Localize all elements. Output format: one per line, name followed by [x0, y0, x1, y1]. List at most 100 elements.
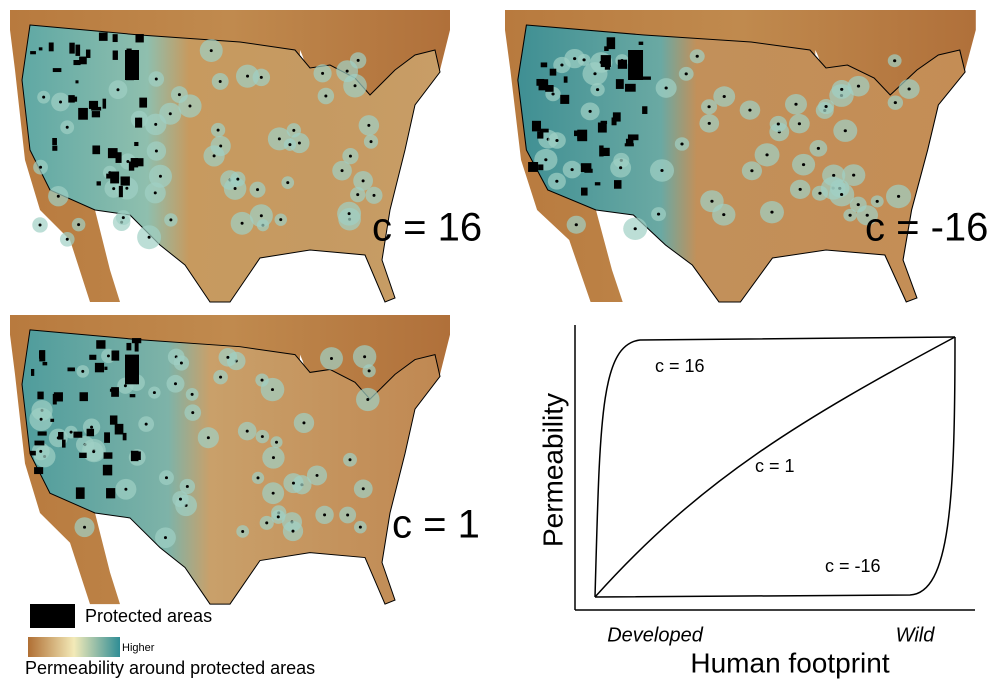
protected-area: [246, 75, 249, 78]
protected-area: [292, 482, 295, 485]
curve-label: c = 16: [655, 356, 705, 376]
protected-area: [180, 362, 183, 365]
protected-area: [115, 424, 124, 435]
protected-area: [696, 55, 699, 58]
protected-area: [135, 34, 143, 42]
protected-area: [657, 213, 660, 216]
protected-area: [155, 150, 158, 153]
protected-area: [116, 88, 119, 91]
protected-area: [135, 118, 142, 128]
protected-area: [265, 521, 268, 524]
protected-area: [545, 85, 553, 92]
protected-area: [110, 415, 117, 424]
protected-area: [628, 50, 643, 80]
protected-area: [96, 340, 105, 349]
protected-area: [213, 154, 216, 157]
protected-area: [164, 536, 167, 539]
protected-area: [897, 195, 900, 198]
protected-area: [857, 85, 860, 88]
protected-area: [67, 367, 74, 371]
protected-area: [121, 176, 130, 185]
protected-area: [39, 166, 42, 169]
protected-area: [52, 146, 57, 151]
protected-area: [551, 93, 554, 96]
protected-area: [802, 163, 805, 166]
protected-area: [79, 453, 87, 458]
protected-area: [368, 369, 371, 372]
protected-area: [92, 145, 100, 154]
protected-area: [261, 379, 264, 382]
protected-swatch: [30, 604, 75, 628]
protected-area: [124, 384, 127, 387]
protected-area: [625, 143, 634, 146]
map-panel: [505, 10, 976, 302]
protected-area: [219, 80, 222, 83]
protected-area: [81, 370, 84, 373]
protected-area: [349, 458, 352, 461]
protected-area: [536, 79, 544, 86]
protected-area: [30, 51, 36, 54]
protected-area: [619, 166, 622, 169]
protected-area: [708, 122, 711, 125]
protected-area: [893, 59, 896, 62]
protected-area: [876, 200, 879, 203]
protected-area: [66, 126, 69, 129]
protected-area: [261, 435, 264, 438]
protected-area: [908, 88, 911, 91]
protected-area: [154, 123, 157, 126]
protected-area: [42, 96, 45, 99]
protected-area: [832, 174, 835, 177]
protected-area: [59, 100, 62, 103]
protected-area: [169, 112, 172, 115]
protected-area: [57, 195, 60, 198]
protected-area: [550, 69, 557, 76]
legend-higher: Higher: [122, 642, 155, 654]
protected-area: [354, 84, 357, 87]
protected-area: [765, 153, 768, 156]
protected-area: [540, 129, 549, 133]
protected-area: [154, 191, 157, 194]
protected-area: [639, 42, 644, 45]
protected-area: [76, 487, 85, 499]
protected-area: [528, 162, 538, 172]
protected-area: [73, 60, 80, 65]
protected-area: [575, 223, 578, 226]
protected-area: [582, 58, 585, 61]
protected-area: [188, 105, 191, 108]
protected-area: [97, 181, 101, 185]
protected-area: [39, 350, 45, 361]
protected-area: [852, 174, 855, 177]
protected-area: [89, 355, 96, 360]
protected-area: [53, 68, 62, 72]
protected-area: [122, 216, 125, 219]
curve-label: c = 1: [755, 456, 795, 476]
protected-area: [348, 212, 351, 215]
protected-area: [346, 70, 349, 73]
protected-area: [165, 476, 168, 479]
protected-area: [357, 59, 360, 62]
protected-area: [124, 488, 127, 491]
protected-area: [634, 227, 637, 230]
protected-area: [31, 369, 34, 376]
protected-area: [191, 393, 194, 396]
protected-area: [186, 485, 189, 488]
protected-area: [43, 362, 48, 365]
x-label: Human footprint: [690, 647, 889, 678]
protected-area: [126, 343, 131, 350]
schematic: c = 16 c = 1 c = -16 Permeability Develo…: [537, 325, 975, 678]
protected-area: [52, 138, 57, 145]
protected-area: [710, 200, 713, 203]
protected-area: [286, 181, 289, 184]
protected-area: [541, 62, 547, 67]
protected-area: [134, 142, 138, 146]
figure: Protected areas Higher Permeability arou…: [0, 0, 995, 685]
protected-area: [367, 124, 370, 127]
protected-area: [665, 87, 668, 90]
protected-area: [366, 398, 369, 401]
protected-area: [241, 530, 244, 533]
protected-area: [824, 105, 827, 108]
protected-area: [69, 43, 74, 54]
protected-area: [723, 95, 726, 98]
protected-area: [581, 163, 592, 172]
protected-area: [106, 174, 110, 179]
